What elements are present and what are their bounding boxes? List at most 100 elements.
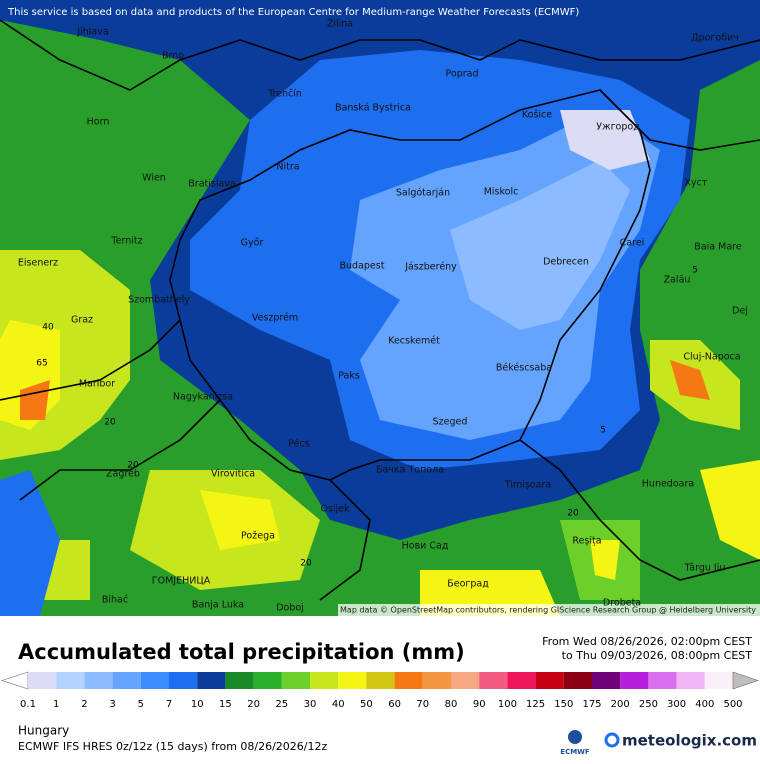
- colorbar-label: 100: [498, 699, 517, 710]
- colorbar-label: 300: [667, 699, 686, 710]
- city-label: Požega: [241, 531, 275, 542]
- city-label: Нови Сад: [402, 541, 449, 552]
- model-info: ECMWF IFS HRES 0z/12z (15 days) from 08/…: [18, 740, 328, 753]
- colorbar-segment: [451, 672, 480, 689]
- city-label: Salgótarján: [396, 188, 450, 199]
- city-labels: Jihlava Brno Žilina Poprad Дрогобич Trenčín Ba…: [18, 18, 748, 614]
- colorbar-segment: [140, 672, 169, 689]
- contour-label: 20: [127, 461, 139, 471]
- colorbar-label: 0.1: [20, 699, 36, 710]
- city-label: Bihać: [102, 595, 128, 606]
- city-label: Békéscsaba: [496, 363, 552, 374]
- colorbar-segment: [394, 672, 423, 689]
- ecmwf-icon: [568, 730, 582, 744]
- city-label: Dej: [732, 306, 748, 317]
- colorbar-label: 70: [416, 699, 429, 710]
- contour-label: 5: [600, 426, 606, 436]
- city-label: Jászberény: [404, 262, 457, 273]
- colorbar-segment: [704, 672, 733, 689]
- city-label: Ужгород: [596, 122, 640, 133]
- colorbar-segment: [281, 672, 310, 689]
- city-label: Doboj: [276, 603, 304, 614]
- legend-title: Accumulated total precipitation (mm): [18, 640, 465, 664]
- colorbar-segment: [563, 672, 592, 689]
- colorbar-segment: [112, 672, 141, 689]
- colorbar-label: 3: [109, 699, 115, 710]
- city-label: Дрогобич: [691, 33, 739, 44]
- colorbar-label: 60: [388, 699, 401, 710]
- city-label: Jihlava: [76, 27, 108, 38]
- map: [0, 0, 760, 616]
- city-label: Bratislava: [188, 179, 235, 190]
- city-label: Târgu Jiu: [684, 563, 726, 574]
- colorbar-label: 40: [332, 699, 345, 710]
- contour-label: 20: [300, 559, 312, 569]
- colorbar-segment: [422, 672, 451, 689]
- city-label: Horn: [87, 117, 110, 128]
- city-label: Győr: [241, 238, 264, 249]
- contour-label: 40: [42, 323, 54, 333]
- site-icon: [604, 732, 620, 748]
- colorbar-label: 7: [166, 699, 172, 710]
- colorbar-label: 20: [247, 699, 260, 710]
- city-label: Banská Bystrica: [335, 103, 411, 114]
- city-label: Banja Luka: [192, 600, 244, 611]
- contour-label: 5: [692, 266, 698, 276]
- city-label: Osijek: [320, 504, 350, 515]
- city-label: Kecskemét: [388, 336, 440, 347]
- colorbar: 0.1 1 2 3 5 7 10 15 20 25 30 40 50 60 70 80 90 100 125 150 1…: [1, 671, 759, 710]
- city-label: Timișoara: [504, 480, 551, 491]
- colorbar-segment: [56, 672, 85, 689]
- city-label: Brno: [162, 51, 184, 62]
- colorbar-segment: [310, 672, 339, 689]
- site-logo[interactable]: meteologix.com: [622, 732, 757, 750]
- city-label: Hunedoara: [642, 479, 694, 490]
- city-label: Wien: [142, 173, 166, 184]
- city-label: Cluj-Napoca: [683, 352, 740, 363]
- contour-label: 65: [36, 359, 47, 369]
- colorbar-segment: [197, 672, 226, 689]
- city-label: Nagykanizsa: [173, 392, 233, 403]
- header-note: This service is based on data and produc…: [7, 7, 579, 18]
- colorbar-segment: [676, 672, 705, 689]
- city-label: Reșița: [572, 536, 601, 547]
- city-label: Drobeta: [603, 598, 641, 609]
- colorbar-segment: [366, 672, 395, 689]
- city-label: Pécs: [288, 439, 309, 450]
- city-label: Žilina: [327, 18, 353, 30]
- colorbar-label: 500: [723, 699, 742, 710]
- city-label: Debrecen: [543, 257, 589, 268]
- city-label: Budapest: [340, 261, 385, 272]
- colorbar-segment: [592, 672, 621, 689]
- colorbar-label: 15: [219, 699, 232, 710]
- colorbar-segment: [479, 672, 508, 689]
- colorbar-arrow-high: [732, 671, 759, 690]
- contour-label: 20: [567, 509, 579, 519]
- city-label: Београд: [447, 579, 489, 590]
- city-label: Košice: [522, 110, 552, 121]
- contour-label: 20: [104, 418, 116, 428]
- colorbar-segment: [507, 672, 536, 689]
- city-label: Baia Mare: [694, 242, 742, 253]
- colorbar-label: 50: [360, 699, 373, 710]
- city-label: Poprad: [446, 69, 479, 80]
- colorbar-segment: [338, 672, 367, 689]
- colorbar-label: 125: [526, 699, 545, 710]
- colorbar-segment: [648, 672, 677, 689]
- city-label: Szombathely: [128, 295, 190, 306]
- colorbar-label: 250: [639, 699, 658, 710]
- city-label: Veszprém: [252, 313, 298, 324]
- city-label: Nitra: [276, 162, 299, 173]
- colorbar-label: 10: [191, 699, 204, 710]
- city-label: Carei: [620, 238, 645, 249]
- city-label: Zalău: [664, 275, 691, 286]
- colorbar-segment: [535, 672, 564, 689]
- colorbar-segment: [28, 672, 57, 689]
- colorbar-segment: [169, 672, 198, 689]
- colorbar-label: 400: [695, 699, 714, 710]
- colorbar-label: 80: [445, 699, 458, 710]
- colorbar-segment: [620, 672, 649, 689]
- city-label: Miskolc: [484, 187, 519, 198]
- city-label: Maribor: [79, 379, 115, 390]
